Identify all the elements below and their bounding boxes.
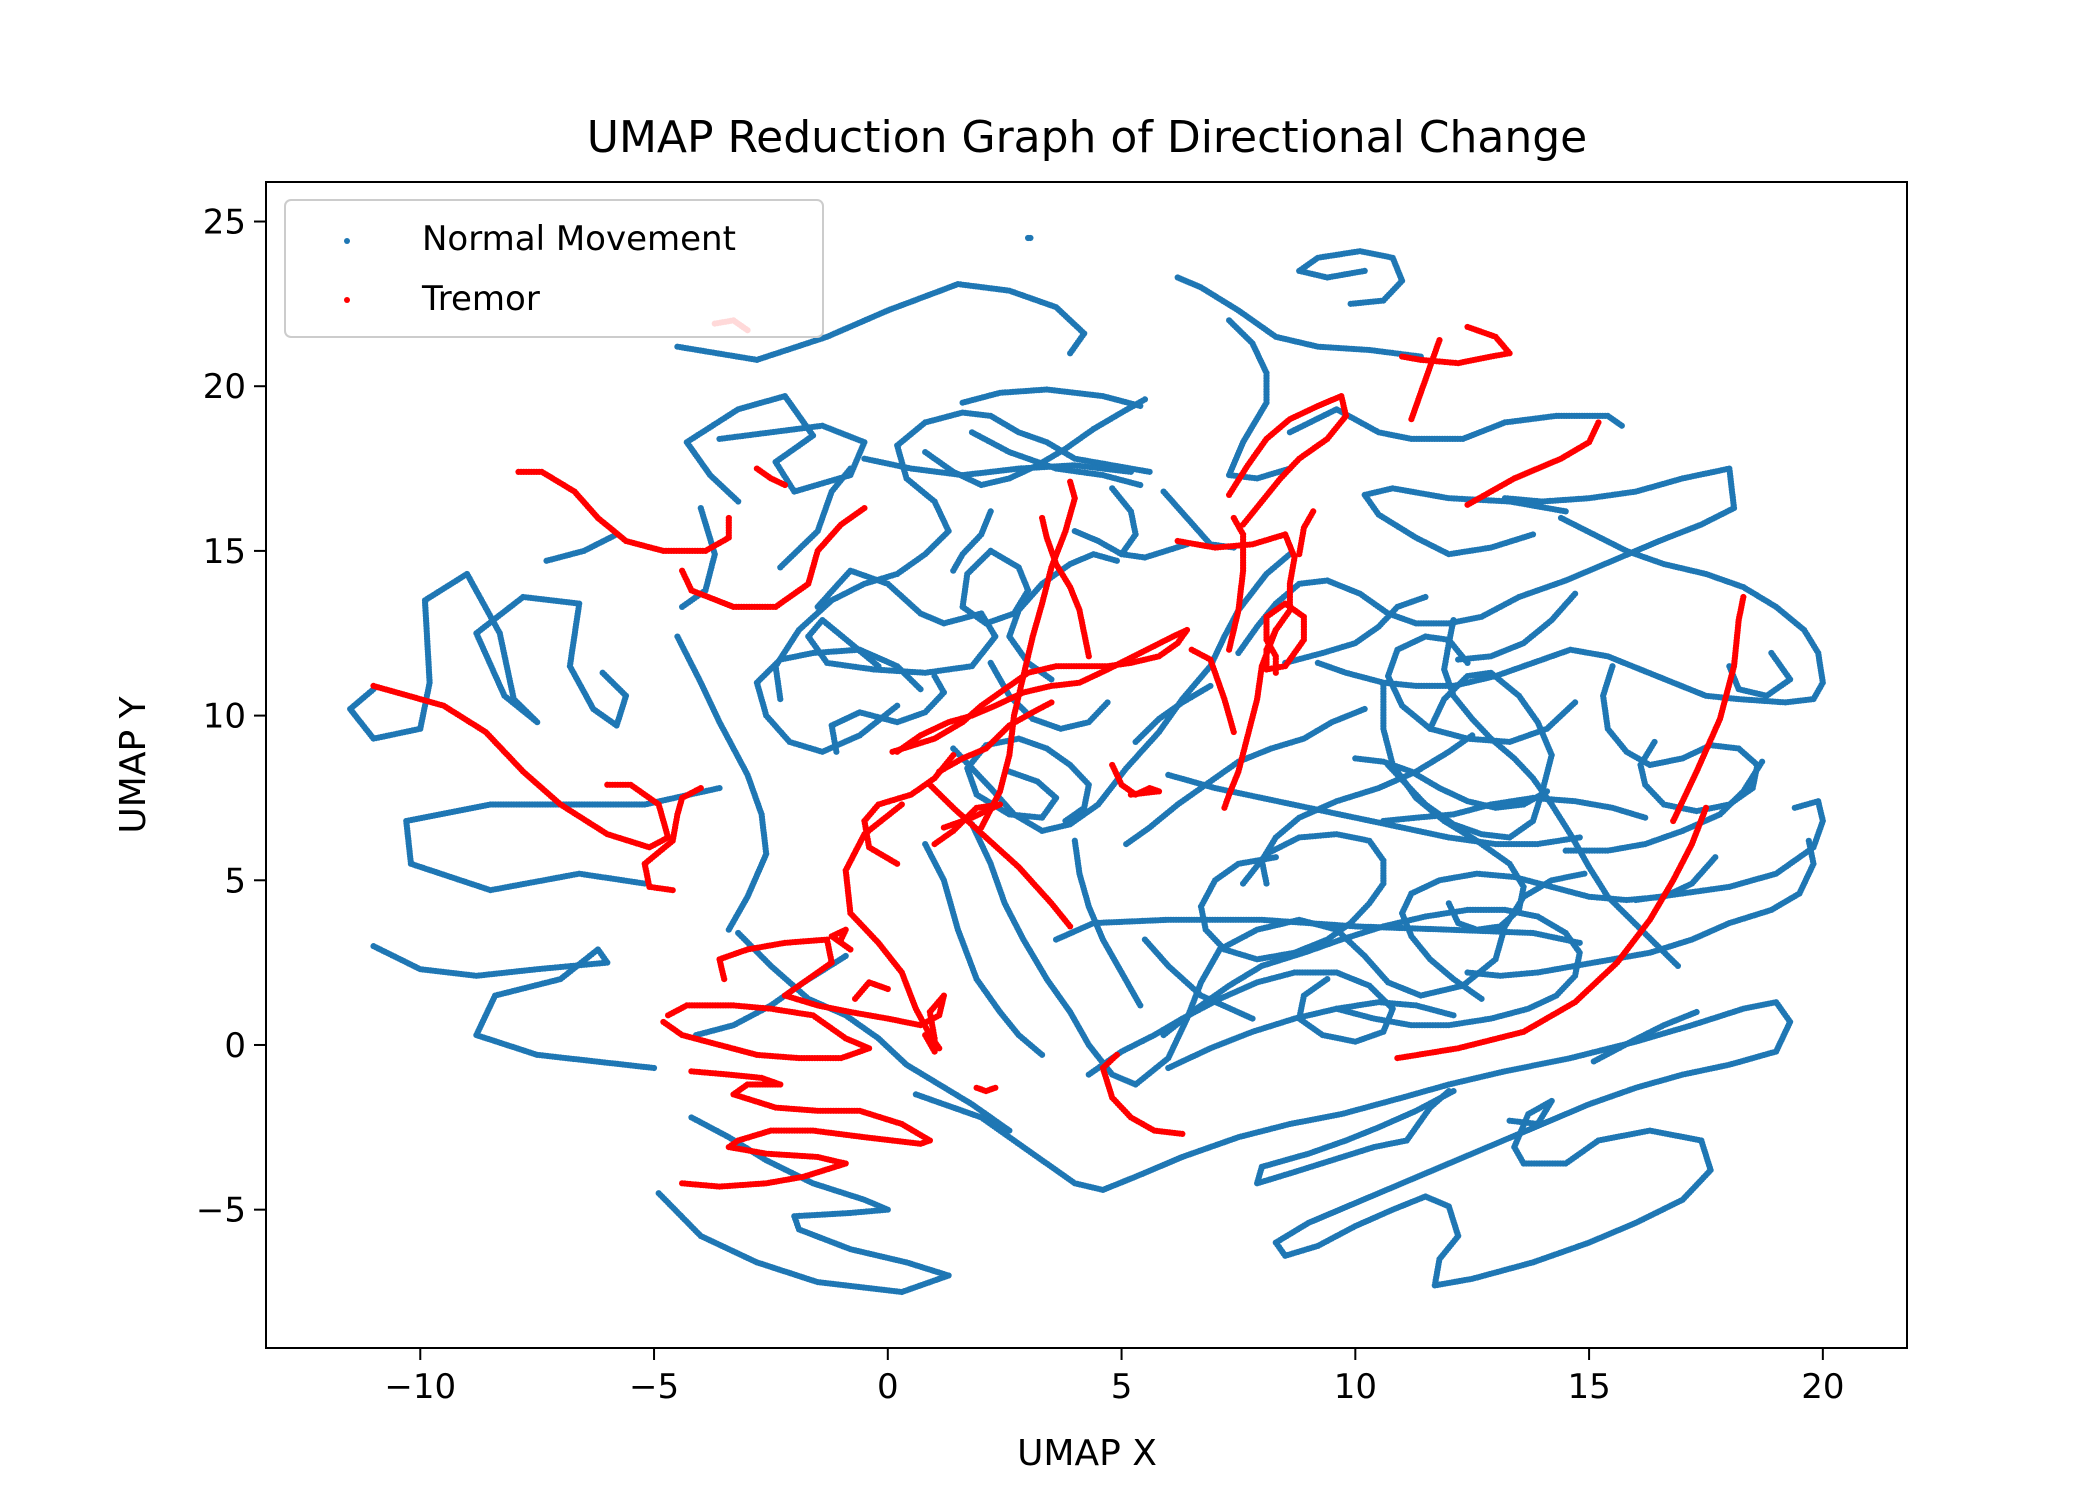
normal-movement-point: [1445, 1087, 1452, 1095]
normal-movement-point: [1141, 396, 1149, 403]
normal-movement-point: [716, 435, 723, 443]
normal-movement-point: [370, 943, 377, 950]
normal-movement-point: [1146, 468, 1153, 475]
normal-movement-point: [1067, 350, 1074, 357]
normal-movement-point: [1006, 1127, 1013, 1134]
normal-movement-point: [688, 1114, 695, 1121]
normal-movement-point: [1581, 870, 1588, 877]
normal-movement-point: [1141, 936, 1149, 943]
normal-movement-point: [697, 504, 704, 512]
plot-area: [347, 234, 1826, 1296]
chart-title: UMAP Reduction Graph of Directional Chan…: [587, 112, 1587, 163]
normal-movement-point: [1618, 422, 1625, 429]
normal-movement-point: [987, 547, 994, 555]
normal-movement-point: [931, 672, 938, 680]
normal-movement-point: [599, 669, 606, 676]
normal-movement-point: [674, 633, 681, 640]
normal-movement-point: [1506, 1117, 1513, 1124]
normal-movement-point: [1529, 531, 1537, 538]
series-normal-movement: [347, 234, 1826, 1296]
normal-movement-point: [875, 663, 882, 670]
normal-movement-point: [1038, 1051, 1046, 1058]
